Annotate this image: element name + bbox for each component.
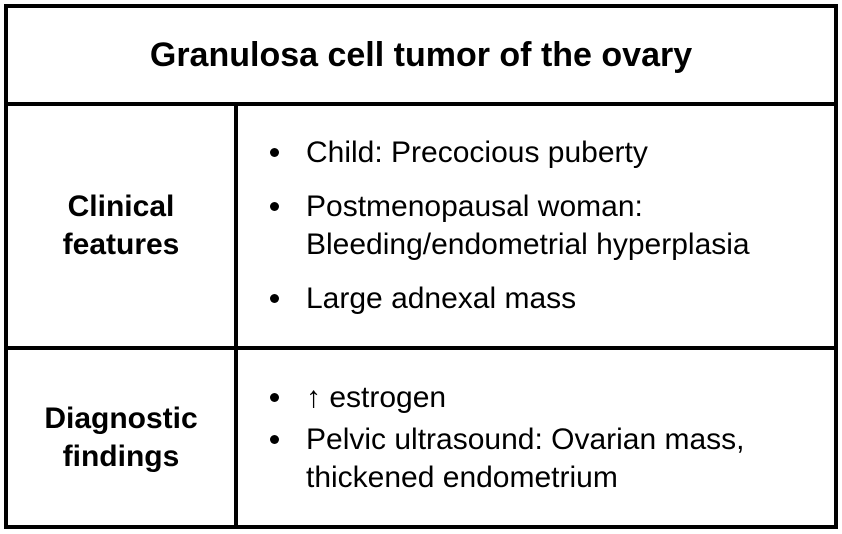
- table-title-row: Granulosa cell tumor of the ovary: [8, 8, 834, 106]
- list-item: Postmenopausal woman: Bleeding/endometri…: [270, 188, 750, 264]
- bullet-icon: [270, 148, 279, 157]
- label-line: Clinical: [67, 190, 175, 223]
- list-item: Pelvic ultrasound: Ovarian mass, thicken…: [270, 421, 745, 497]
- bullet-icon: [270, 294, 279, 303]
- diagnostic-findings-label: Diagnostic findings: [44, 400, 197, 476]
- clinical-features-row: Clinical features Child: Precocious pube…: [8, 106, 834, 350]
- bullet-icon: [270, 202, 279, 211]
- clinical-features-list: Child: Precocious puberty Postmenopausal…: [238, 134, 750, 318]
- bullet-text: Bleeding/endometrial hyperplasia: [306, 228, 750, 261]
- diagnostic-findings-label-cell: Diagnostic findings: [8, 350, 238, 525]
- bullet-text: thickened endometrium: [306, 460, 618, 494]
- clinical-features-label-cell: Clinical features: [8, 106, 238, 346]
- bullet-icon: [270, 392, 279, 402]
- list-item: Child: Precocious puberty: [270, 134, 750, 172]
- bullet-text: Large adnexal mass: [306, 282, 577, 315]
- diagnostic-findings-content-cell: ↑ estrogen Pelvic ultrasound: Ovarian ma…: [238, 350, 834, 525]
- list-item: Large adnexal mass: [270, 280, 750, 318]
- bullet-icon: [270, 434, 279, 444]
- bullet-text: Postmenopausal woman:: [306, 190, 643, 223]
- diagnostic-findings-list: ↑ estrogen Pelvic ultrasound: Ovarian ma…: [238, 379, 745, 497]
- label-line: features: [62, 228, 180, 261]
- bullet-text: Pelvic ultrasound: Ovarian mass,: [306, 422, 745, 456]
- bullet-text: ↑ estrogen: [306, 380, 447, 414]
- summary-table: Granulosa cell tumor of the ovary Clinic…: [4, 4, 838, 529]
- bullet-text: Child: Precocious puberty: [306, 136, 648, 169]
- label-line: findings: [62, 439, 180, 473]
- diagnostic-findings-row: Diagnostic findings ↑ estrogen Pelvic ul…: [8, 350, 834, 525]
- clinical-features-content-cell: Child: Precocious puberty Postmenopausal…: [238, 106, 834, 346]
- label-line: Diagnostic: [44, 401, 198, 435]
- clinical-features-label: Clinical features: [63, 188, 180, 264]
- table-title: Granulosa cell tumor of the ovary: [149, 35, 693, 74]
- list-item: ↑ estrogen: [270, 379, 745, 417]
